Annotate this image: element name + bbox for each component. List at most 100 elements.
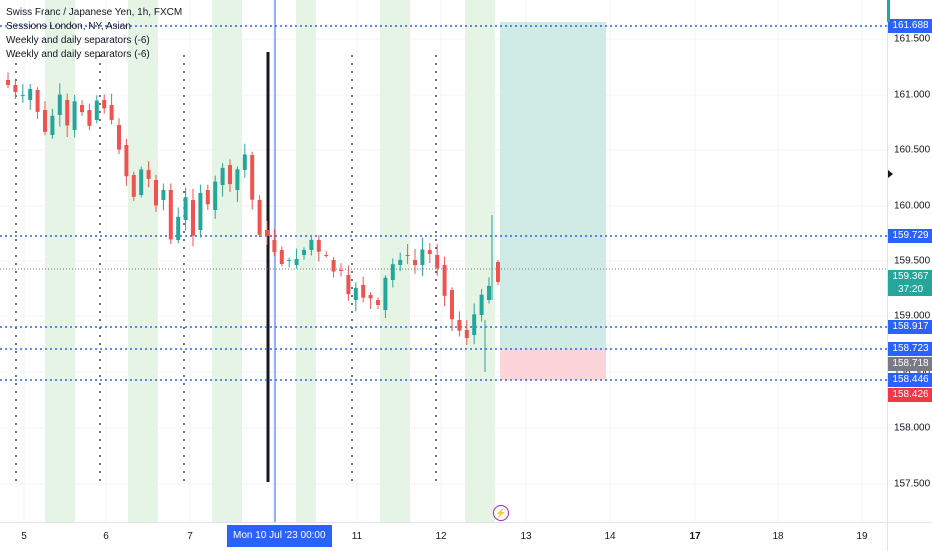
- candle-body: [316, 240, 321, 252]
- session-band: [465, 0, 495, 522]
- candle-body: [35, 90, 40, 112]
- time-label: 17: [689, 531, 701, 542]
- candle-body: [450, 290, 454, 320]
- candle-body: [50, 115, 55, 135]
- chart-legend: Swiss Franc / Japanese Yen, 1h, FXCM Ses…: [6, 6, 182, 62]
- time-label: 5: [21, 531, 27, 542]
- time-label: 12: [435, 531, 447, 542]
- candle-body: [368, 295, 373, 299]
- time-label: 14: [604, 531, 616, 542]
- candle-body: [346, 275, 351, 295]
- candle-body: [405, 255, 410, 256]
- time-scale[interactable]: 5 6 7 Mon 10 Jul '23 00:00 11 12 13 14 1…: [0, 522, 887, 551]
- candle-body: [6, 80, 10, 85]
- candle-body: [146, 170, 151, 179]
- arrow-right-icon[interactable]: [888, 170, 893, 178]
- scale-corner: [887, 522, 932, 551]
- indicator-separators-2[interactable]: Weekly and daily separators (-6): [6, 49, 150, 60]
- candle-body: [213, 181, 218, 210]
- candle-body: [220, 167, 225, 185]
- session-band: [212, 0, 242, 522]
- price-tick: 157.500: [894, 478, 931, 490]
- candle-body: [94, 100, 99, 120]
- price-tag-level-2: 158.917: [888, 320, 932, 334]
- candle-body: [250, 155, 255, 200]
- price-scale-marker: [887, 0, 890, 22]
- time-label: 7: [187, 531, 193, 542]
- candle-body: [324, 255, 329, 256]
- candle-body: [390, 264, 395, 280]
- candle-body: [139, 169, 144, 195]
- candle-body: [228, 165, 232, 185]
- candle-body: [57, 94, 62, 115]
- symbol-title[interactable]: Swiss Franc / Japanese Yen, 1h, FXCM: [6, 7, 183, 18]
- candle-body: [464, 330, 469, 339]
- session-band: [380, 0, 410, 522]
- price-tick: 159.000: [894, 310, 931, 322]
- price-tag-grey: 158.718: [888, 357, 932, 371]
- candle-body: [102, 100, 107, 109]
- session-band: [45, 0, 75, 522]
- candle-body: [496, 262, 500, 282]
- time-label: 6: [103, 531, 109, 542]
- current-price-tag: 159.367 37:20: [888, 270, 932, 296]
- loss-zone: [500, 349, 606, 380]
- candle-body: [398, 259, 403, 265]
- candle-body: [361, 285, 366, 298]
- candle-body: [435, 255, 440, 269]
- candle-body: [442, 265, 447, 296]
- candle-body: [13, 85, 18, 92]
- price-tag-stop: 158.426: [888, 388, 932, 402]
- candle-body: [287, 259, 292, 261]
- candle-body: [161, 189, 166, 200]
- candle-body: [383, 277, 388, 310]
- candle-body: [242, 154, 247, 170]
- candle-body: [28, 88, 33, 100]
- candle-body: [420, 249, 425, 265]
- candle-body: [205, 190, 210, 205]
- indicator-separators-1[interactable]: Weekly and daily separators (-6): [6, 35, 150, 46]
- candle-body: [339, 270, 343, 271]
- candle-body: [80, 105, 84, 113]
- candle-body: [457, 320, 462, 331]
- price-tick: 161.500: [894, 33, 931, 45]
- profit-zone: [500, 22, 606, 349]
- time-label: 13: [520, 531, 532, 542]
- indicator-sessions[interactable]: Sessions London, NY, Asian: [6, 21, 131, 32]
- candle-body: [65, 100, 70, 126]
- time-label: 18: [772, 531, 784, 542]
- price-scale[interactable]: 161.500 161.000 160.500 160.000 159.500 …: [887, 0, 932, 522]
- candle-body: [183, 197, 188, 220]
- price-tick: 158.500: [894, 366, 931, 378]
- candle-body: [117, 125, 121, 150]
- candle-body: [124, 145, 129, 177]
- candle-body: [257, 200, 262, 235]
- bar-countdown: 37:20: [897, 284, 924, 295]
- price-tag-level-1: 159.729: [888, 229, 932, 243]
- candle-body: [294, 258, 299, 265]
- candle-body: [198, 192, 203, 230]
- candle-body: [279, 250, 284, 264]
- candle-body: [176, 216, 181, 240]
- price-tick: 161.000: [894, 89, 931, 101]
- candle-body: [353, 287, 358, 300]
- candle-body: [376, 300, 380, 305]
- candle-body: [72, 101, 77, 130]
- chart-pane[interactable]: Swiss Franc / Japanese Yen, 1h, FXCM Ses…: [0, 0, 887, 522]
- candle-body: [168, 190, 173, 240]
- candle-body: [235, 169, 240, 190]
- candle-body: [487, 285, 491, 300]
- candle-body: [131, 175, 136, 197]
- price-tag-top: 161.688: [888, 19, 932, 33]
- candle-body: [331, 260, 336, 272]
- price-tick: 160.000: [894, 200, 931, 212]
- session-band: [128, 0, 158, 522]
- session-band: [296, 0, 316, 522]
- flash-icon[interactable]: ⚡: [493, 505, 509, 521]
- candle-body: [272, 240, 277, 252]
- crosshair-time-label: Mon 10 Jul '23 00:00: [227, 525, 332, 547]
- candle-body: [427, 250, 432, 254]
- candle-body: [43, 110, 47, 132]
- chart-canvas[interactable]: [0, 0, 887, 522]
- price-tag-level-4: 158.446: [888, 373, 932, 387]
